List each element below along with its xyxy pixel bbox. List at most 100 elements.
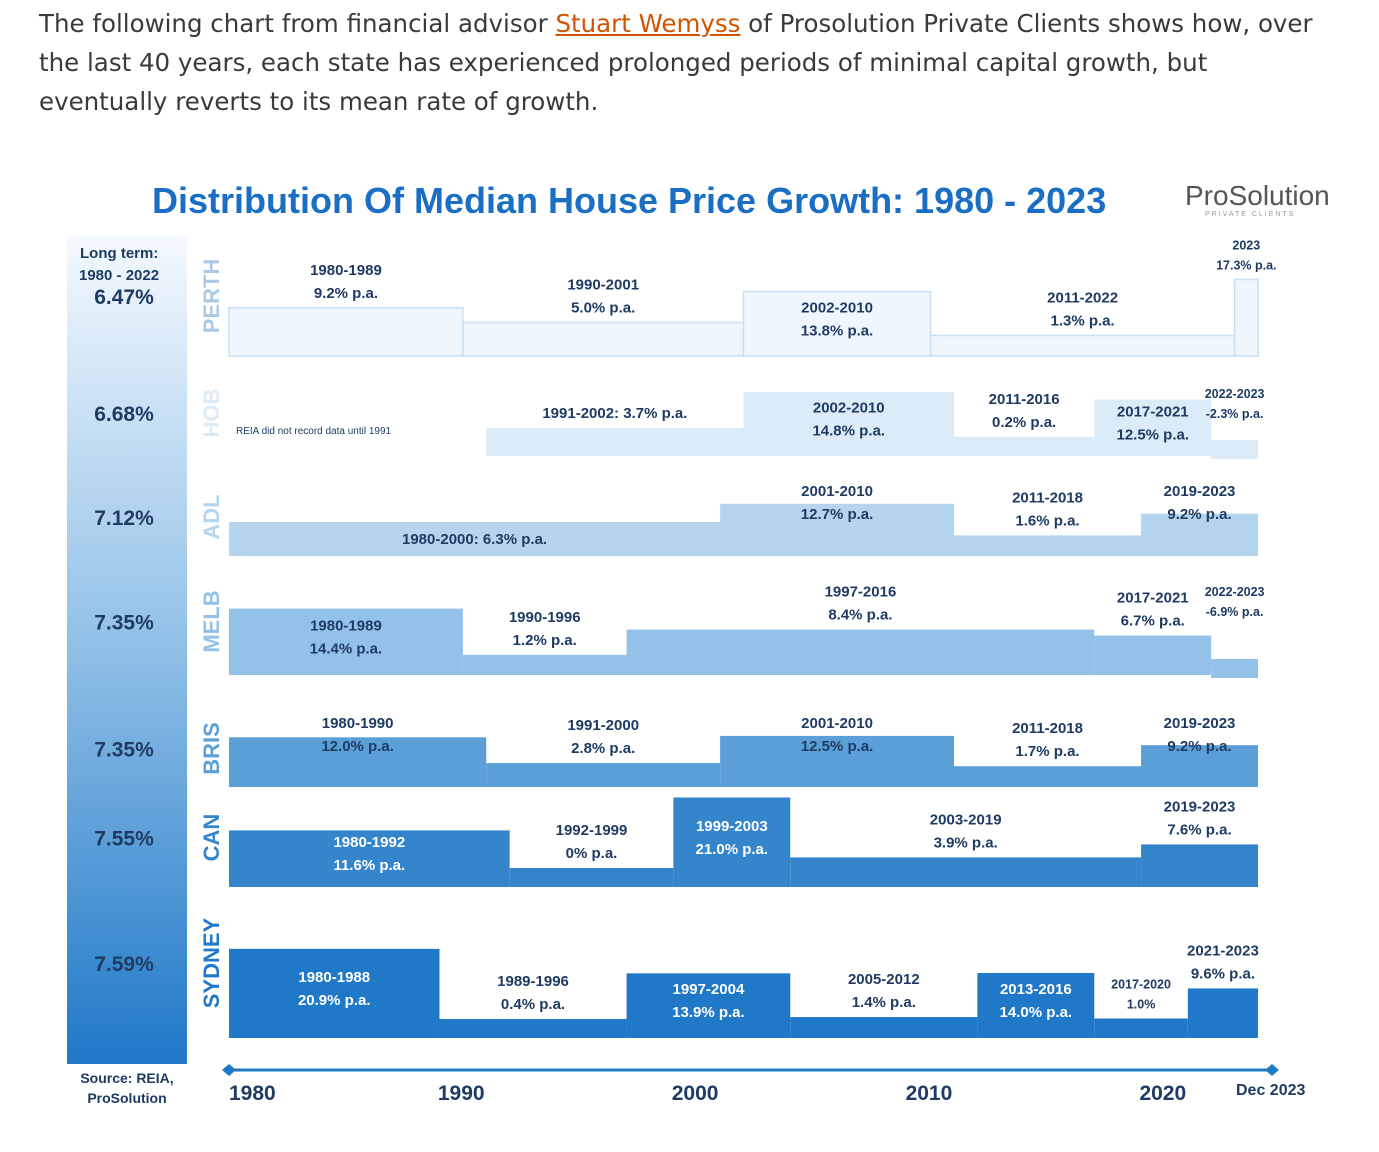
period-label-melb-4: 2022-2023: [1205, 585, 1265, 599]
period-label-perth-3: 2011-2022: [1047, 289, 1118, 306]
period-rate-hob-2: 0.2% p.a.: [992, 414, 1056, 431]
long-term-value-adl: 7.12%: [94, 507, 154, 530]
period-label-sydney-3: 2005-2012: [848, 971, 920, 988]
period-rate-bris-4: 9.2% p.a.: [1167, 738, 1231, 755]
bar-can-0: [229, 830, 510, 887]
period-label-can-0: 1980-1992: [333, 834, 405, 851]
bar-melb-4: [1211, 659, 1258, 678]
period-rate-perth-1: 5.0% p.a.: [571, 300, 635, 317]
period-rate-perth-0: 9.2% p.a.: [314, 285, 378, 302]
period-rate-bris-1: 2.8% p.a.: [571, 740, 635, 757]
period-rate-sydney-2: 13.9% p.a.: [672, 1004, 745, 1021]
bar-hob-1: [743, 392, 954, 456]
period-label-can-4: 2019-2023: [1164, 798, 1236, 815]
period-label-perth-0: 1980-1989: [310, 262, 382, 279]
bar-sydney-6: [1187, 988, 1258, 1038]
state-label-bris: BRIS: [199, 722, 224, 775]
bar-sydney-0: [229, 948, 440, 1038]
bar-melb-1: [462, 654, 627, 675]
bar-hob-4: [1211, 440, 1258, 459]
period-rate-melb-3: 6.7% p.a.: [1121, 613, 1185, 630]
x-tick-2020: 2020: [1139, 1082, 1186, 1105]
bar-sydney-5: [1094, 1018, 1188, 1038]
bar-sydney-1: [439, 1019, 627, 1038]
period-rate-adl-2: 1.6% p.a.: [1015, 512, 1079, 529]
period-label-adl-2: 2011-2018: [1012, 489, 1083, 506]
period-label-sydney-4: 2013-2016: [1000, 981, 1072, 998]
period-rate-sydney-0: 20.9% p.a.: [298, 992, 371, 1009]
long-term-value-sydney: 7.59%: [94, 953, 154, 976]
long-term-value-perth: 6.47%: [94, 286, 154, 309]
period-label-melb-0: 1980-1989: [310, 617, 382, 634]
bar-sydney-4: [977, 973, 1095, 1038]
prosolution-logo-sub: PRIVATE CLIENTS: [1205, 211, 1295, 218]
period-rate-can-1: 0% p.a.: [566, 845, 618, 862]
bar-bris-4: [1141, 745, 1258, 787]
bar-bris-0: [229, 737, 487, 787]
x-tick-2010: 2010: [906, 1082, 953, 1105]
period-rate-can-3: 3.9% p.a.: [934, 834, 998, 851]
period-rate-hob-3: 12.5% p.a.: [1116, 426, 1189, 443]
period-rate-adl-1: 12.7% p.a.: [801, 506, 874, 523]
period-rate-sydney-6: 9.6% p.a.: [1191, 965, 1255, 982]
long-term-label: Long term:: [80, 245, 158, 262]
period-rate-sydney-5: 1.0%: [1127, 998, 1156, 1012]
period-label-hob-1: 2002-2010: [813, 400, 885, 417]
bar-hob-2: [953, 437, 1095, 456]
state-label-can: CAN: [199, 814, 224, 862]
state-label-adl: ADL: [199, 494, 224, 539]
period-rate-hob-1: 14.8% p.a.: [812, 423, 885, 440]
period-rate-can-0: 11.6% p.a.: [333, 857, 405, 874]
intro-paragraph: The following chart from financial advis…: [39, 4, 1339, 121]
bar-adl-1: [720, 503, 954, 556]
period-label-hob-4: 2022-2023: [1205, 387, 1265, 401]
period-label-perth-1: 1990-2001: [567, 277, 639, 294]
chart-title: Distribution Of Median House Price Growt…: [152, 180, 1106, 221]
bar-hob-0: [486, 428, 744, 456]
long-term-range: 1980 - 2022: [79, 267, 159, 284]
bar-bris-1: [486, 763, 721, 787]
intro-text-start: The following chart from financial advis…: [39, 9, 556, 38]
period-label-bris-0: 1980-1990: [322, 715, 394, 732]
bar-hob-3: [1094, 399, 1212, 456]
period-rate-bris-3: 1.7% p.a.: [1015, 743, 1079, 760]
x-axis-end-label: Dec 2023: [1236, 1082, 1305, 1099]
period-label-bris-2: 2001-2010: [801, 715, 873, 732]
period-label-sydney-0: 1980-1988: [298, 969, 370, 986]
data-note: REIA did not record data until 1991: [236, 426, 392, 437]
bar-sydney-3: [790, 1017, 978, 1038]
period-label-sydney-1: 1989-1996: [497, 973, 569, 990]
state-label-sydney: SYDNEY: [199, 917, 224, 1008]
bar-melb-2: [626, 629, 1095, 675]
period-label-melb-2: 1997-2016: [825, 584, 897, 601]
long-term-value-can: 7.55%: [94, 828, 154, 851]
state-row-bris: 7.35% BRIS 1980-1990 12.0% p.a. 1991-2000 2.8…: [94, 715, 1258, 787]
state-rows: 6.47% PERTH 1980-1989 9.2% p.a. 1990-2001 5.0…: [94, 238, 1277, 1038]
prosolution-logo: ProSolution: [1185, 180, 1330, 211]
bar-sydney-2: [626, 973, 791, 1038]
author-link[interactable]: Stuart Wemyss: [555, 9, 741, 38]
long-term-value-bris: 7.35%: [94, 739, 154, 762]
bar-adl-3: [1141, 513, 1258, 556]
period-rate-perth-4: 17.3% p.a.: [1216, 258, 1276, 272]
bar-perth-0: [228, 307, 464, 357]
bar-can-3: [790, 857, 1142, 887]
bar-can-2: [673, 797, 791, 887]
x-axis-start-marker: [222, 1064, 236, 1076]
period-rate-melb-4: -6.9% p.a.: [1206, 605, 1264, 619]
period-rate-perth-3: 1.3% p.a.: [1051, 312, 1115, 329]
state-row-melb: 7.35% MELB 1980-1989 14.4% p.a. 1990-1996 1.2…: [94, 584, 1265, 678]
period-label-sydney-6: 2021-2023: [1187, 942, 1259, 959]
period-rate-sydney-4: 14.0% p.a.: [1000, 1004, 1073, 1021]
intro-text-end: of Prosolution Private Clients shows how…: [39, 9, 1313, 116]
state-row-adl: 7.12% ADL 1980-2000: 6.3% p.a. 2001-2010 12.…: [94, 483, 1258, 556]
period-label-perth-2: 2002-2010: [801, 299, 873, 316]
x-axis-ticks: 1980 1990 2000 2010 2020: [229, 1082, 1186, 1105]
bar-can-1: [509, 868, 674, 887]
source-line-2: ProSolution: [87, 1090, 166, 1106]
period-label-can-2: 1999-2003: [696, 818, 768, 835]
bar-melb-0: [229, 608, 463, 675]
period-rate-melb-1: 1.2% p.a.: [513, 632, 577, 649]
bar-bris-2: [720, 735, 954, 787]
state-row-perth: 6.47% PERTH 1980-1989 9.2% p.a. 1990-2001 5.0…: [94, 238, 1277, 357]
